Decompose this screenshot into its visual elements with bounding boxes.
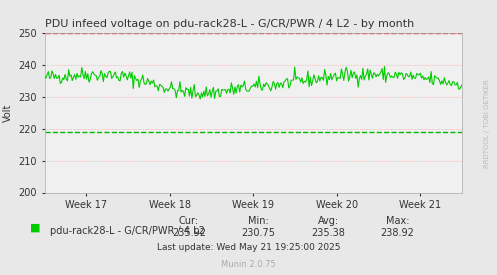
Text: Avg:: Avg: [318, 216, 338, 226]
Text: Max:: Max: [386, 216, 410, 226]
Text: ■: ■ [30, 223, 40, 233]
Text: 238.92: 238.92 [381, 229, 414, 238]
Text: Cur:: Cur: [179, 216, 199, 226]
Y-axis label: Volt: Volt [3, 104, 13, 122]
Text: RRDTOOL / TOBI OETIKER: RRDTOOL / TOBI OETIKER [484, 79, 490, 168]
Text: 235.38: 235.38 [311, 229, 345, 238]
Text: PDU infeed voltage on pdu-rack28-L - G/CR/PWR / 4 L2 - by month: PDU infeed voltage on pdu-rack28-L - G/C… [45, 20, 414, 29]
Text: Munin 2.0.75: Munin 2.0.75 [221, 260, 276, 269]
Text: Min:: Min: [248, 216, 269, 226]
Text: 235.92: 235.92 [172, 229, 206, 238]
Text: pdu-rack28-L - G/CR/PWR / 4 L2: pdu-rack28-L - G/CR/PWR / 4 L2 [50, 226, 205, 236]
Text: Last update: Wed May 21 19:25:00 2025: Last update: Wed May 21 19:25:00 2025 [157, 243, 340, 252]
Text: 230.75: 230.75 [242, 229, 275, 238]
